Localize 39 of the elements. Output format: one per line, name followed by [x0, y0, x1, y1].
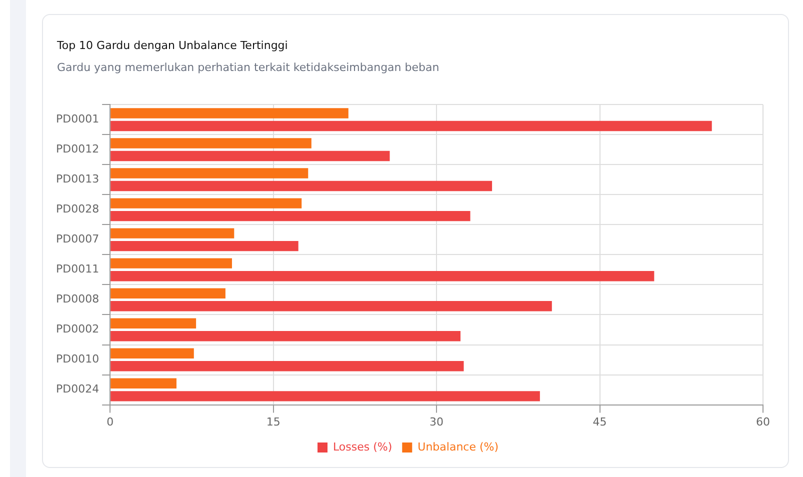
bar: [110, 348, 194, 358]
bar: [110, 270, 654, 282]
y-tick-label: PD0001: [56, 112, 100, 126]
legend-label: Losses (%): [332, 440, 392, 454]
bar: [110, 331, 460, 342]
bar: [110, 258, 232, 268]
x-tick-label: 15: [266, 415, 280, 428]
chart-title: Top 10 Gardu dengan Unbalance Tertinggi: [57, 39, 288, 52]
bar: [110, 120, 712, 132]
bar: [110, 361, 464, 372]
y-tick-label: PD0012: [56, 142, 100, 156]
bar: [110, 108, 348, 118]
y-tick-label: PD0011: [56, 262, 100, 276]
bar: [110, 150, 390, 162]
x-tick-label: 30: [430, 415, 444, 428]
x-tick-label: 45: [592, 415, 607, 428]
y-tick-label: PD0007: [56, 232, 100, 246]
bar: [110, 318, 196, 328]
bar: [110, 168, 308, 178]
bar: [110, 378, 176, 389]
bar: [110, 288, 226, 298]
bar: [110, 391, 540, 402]
bar: [110, 240, 298, 252]
legend-label: Unbalance (%): [418, 440, 499, 454]
bar: [110, 180, 492, 192]
y-tick-label: PD0024: [56, 382, 100, 396]
bar: [110, 210, 470, 222]
chart-subtitle: Gardu yang memerlukan perhatian terkait ketidakseimbangan beban: [57, 61, 440, 74]
y-tick-label: PD0028: [56, 202, 100, 216]
bar: [110, 138, 312, 148]
y-tick-label: PD0008: [56, 292, 100, 306]
bar: [110, 301, 552, 312]
y-tick-label: PD0013: [56, 172, 100, 186]
y-tick-label: PD0002: [56, 322, 100, 336]
bar: [110, 228, 234, 238]
x-tick-label: 60: [756, 415, 770, 428]
bar: [110, 198, 302, 208]
y-tick-label: PD0010: [56, 352, 100, 366]
x-tick-label: 0: [106, 415, 114, 428]
